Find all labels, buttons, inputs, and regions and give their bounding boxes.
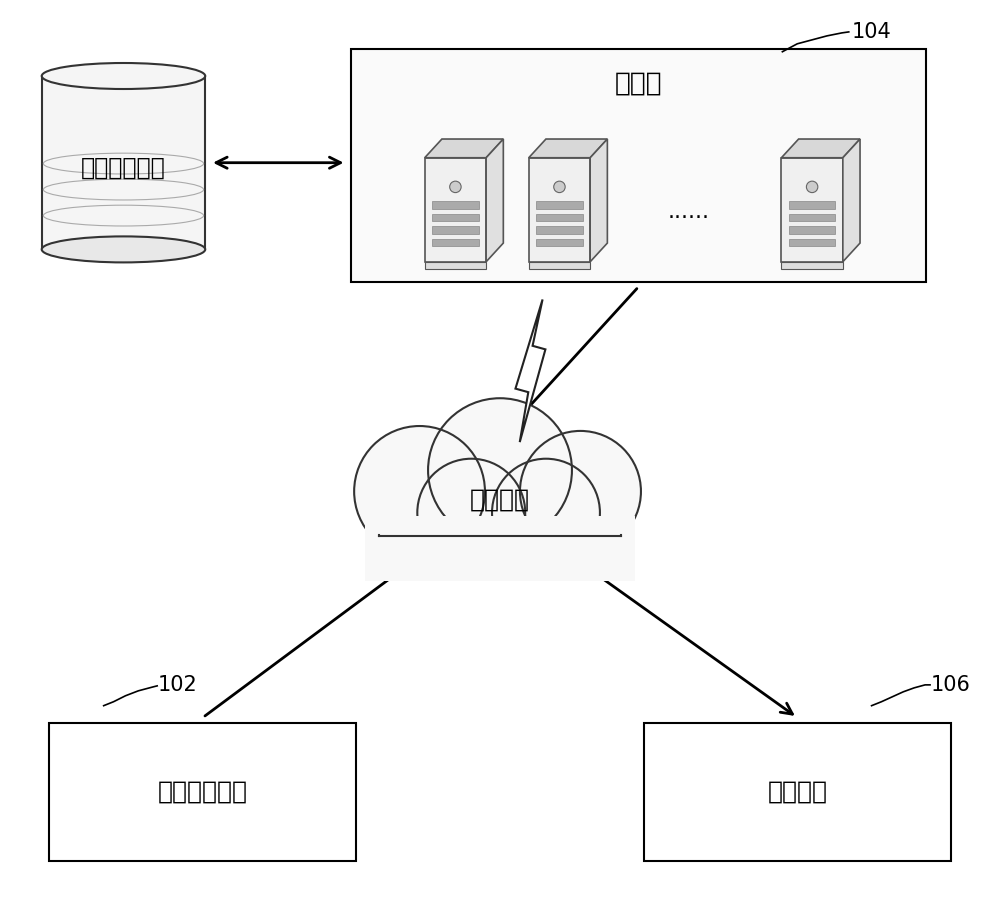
Circle shape [428,399,572,542]
Bar [781,262,843,269]
Circle shape [520,431,641,551]
Polygon shape [425,139,503,157]
Polygon shape [529,157,590,262]
Polygon shape [425,157,486,262]
Bar [432,214,479,221]
Bar [789,227,835,234]
Ellipse shape [42,63,205,89]
Text: 服务器: 服务器 [615,71,663,96]
FancyBboxPatch shape [351,49,926,281]
Polygon shape [781,139,860,157]
Ellipse shape [42,237,205,262]
Bar [365,516,635,581]
Bar [789,239,835,247]
FancyBboxPatch shape [644,723,951,861]
Bar [432,201,479,208]
Polygon shape [486,139,503,262]
Bar [432,239,479,247]
Polygon shape [515,299,545,442]
Bar [42,76,205,249]
Circle shape [492,459,600,567]
Text: 106: 106 [931,675,971,695]
Circle shape [417,459,525,567]
Bar [789,201,835,208]
Text: 监管前端: 监管前端 [767,780,827,804]
Bar [536,214,583,221]
Bar [425,262,486,269]
Bar [536,201,583,208]
Circle shape [806,181,818,193]
Text: 数据存储系统: 数据存储系统 [81,156,166,179]
Circle shape [554,181,565,193]
Text: 104: 104 [852,22,891,42]
Circle shape [450,181,461,193]
Circle shape [354,426,485,557]
Bar [529,262,590,269]
Polygon shape [529,139,607,157]
Bar [371,491,629,573]
Polygon shape [781,157,843,262]
Text: 102: 102 [158,675,198,695]
FancyBboxPatch shape [49,723,356,861]
Bar [789,214,835,221]
Text: 图像采集设备: 图像采集设备 [158,780,248,804]
Text: ......: ...... [667,202,709,222]
Polygon shape [843,139,860,262]
Bar [536,227,583,234]
Polygon shape [590,139,607,262]
Text: 通信网络: 通信网络 [470,488,530,511]
Bar [536,239,583,247]
Bar [432,227,479,234]
